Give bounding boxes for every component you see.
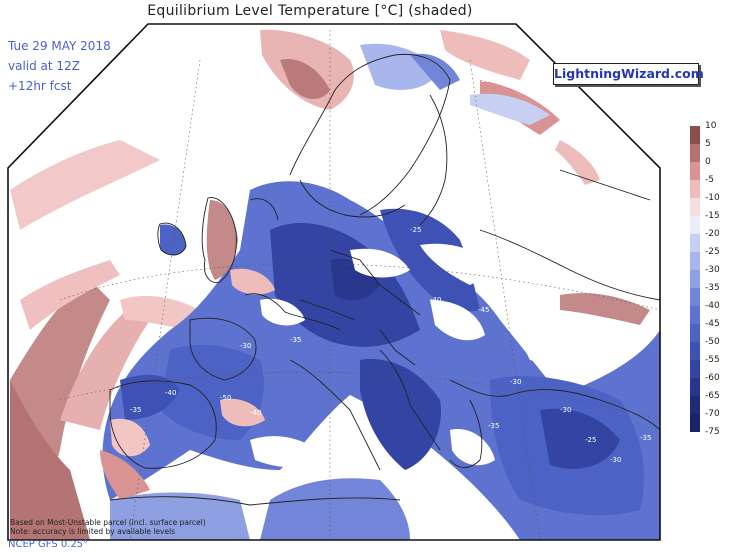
- contour-label: -45: [478, 306, 489, 314]
- scandinavia-cold-area: [360, 43, 550, 125]
- contour-label: -25: [585, 436, 596, 444]
- contour-label: -35: [130, 406, 141, 414]
- colorbar-label: -25: [705, 247, 720, 257]
- colorbar-swatch: [690, 216, 700, 235]
- contour-label: -40: [555, 374, 566, 382]
- british-isles-area: [160, 200, 275, 295]
- colorbar-label: -40: [705, 301, 720, 311]
- colorbar-swatch: [690, 270, 700, 289]
- colorbar-swatch: [690, 162, 700, 181]
- contour-label: -35: [290, 336, 301, 344]
- graticule: [59, 30, 660, 540]
- model-name: NCEP GFS 0.25°: [8, 539, 89, 550]
- contour-label: -40: [430, 296, 441, 304]
- contour-label: -30: [240, 342, 251, 350]
- colorbar-label: -5: [705, 175, 714, 185]
- colorbar-label: 0: [705, 157, 711, 167]
- colorbar-label: 5: [705, 139, 711, 149]
- arctic-warm-area: [260, 29, 600, 185]
- atlantic-warm-area: [10, 140, 200, 540]
- contour-label: -30: [305, 456, 316, 464]
- map-frame: [7, 23, 661, 541]
- colorbar-swatch: [690, 342, 700, 361]
- colorbar-swatch: [690, 180, 700, 199]
- colorbar-swatch: [690, 396, 700, 415]
- colorbar-label: -70: [705, 409, 720, 419]
- contour-label: -25: [410, 226, 421, 234]
- contour-label: -40: [165, 389, 176, 397]
- colorbar-label: -20: [705, 229, 720, 239]
- colorbar-label: -45: [705, 319, 720, 329]
- colorbar-label: -30: [705, 265, 720, 275]
- colorbar-label: -35: [705, 283, 720, 293]
- colorbar-swatch: [690, 234, 700, 253]
- contour-label: -30: [560, 406, 571, 414]
- contour-label: -10: [478, 76, 489, 84]
- colorbar-swatch: [690, 288, 700, 307]
- colorbar-label: -15: [705, 211, 720, 221]
- colorbar-label: 10: [705, 121, 717, 131]
- colorbar-swatch: [690, 360, 700, 379]
- colorbar-label: -10: [705, 193, 720, 203]
- valid-time: valid at 12Z: [8, 59, 80, 73]
- colorbar: [690, 126, 700, 432]
- colorbar-swatch: [690, 198, 700, 217]
- run-date: Tue 29 MAY 2018: [8, 39, 111, 53]
- colorbar-swatch: [690, 126, 700, 145]
- contour-label: -40: [250, 409, 261, 417]
- colorbar-label: -75: [705, 427, 720, 437]
- chart-title: Equilibrium Level Temperature [°C] (shad…: [147, 3, 473, 19]
- forecast-hour: +12hr fcst: [8, 79, 72, 93]
- footnote-line-2: Note: accuracy is limited by available l…: [10, 527, 176, 536]
- colorbar-label: -60: [705, 373, 720, 383]
- contour-label: -30: [610, 456, 621, 464]
- colorbar-swatch: [690, 252, 700, 271]
- colorbar-label: -50: [705, 337, 720, 347]
- colorbar-swatch: [690, 324, 700, 343]
- iberia-warm-area: [100, 293, 650, 500]
- contour-labels: -10 -25 -40 -45 -30 -35 -40 -50 -35 -30 -40 -30 -25 -…: [130, 76, 651, 464]
- run-info: Tue 29 MAY 2018 valid at 12Z +12hr fcst: [8, 36, 111, 96]
- colorbar-label: -55: [705, 355, 720, 365]
- brand-logo[interactable]: LightningWizard.com: [553, 63, 704, 85]
- colorbar-label: -65: [705, 391, 720, 401]
- colorbar-swatch: [690, 378, 700, 397]
- contour-label: -30: [510, 378, 521, 386]
- colorbar-swatch: [690, 306, 700, 325]
- footnote: Based on Most-Unstable parcel (incl. sur…: [10, 518, 206, 536]
- coastlines: [109, 53, 660, 506]
- contour-label: -35: [488, 422, 499, 430]
- colorbar-swatch: [690, 144, 700, 163]
- footnote-line-1: Based on Most-Unstable parcel (incl. sur…: [10, 518, 206, 527]
- contour-label: -50: [220, 394, 231, 402]
- colorbar-swatch: [690, 414, 700, 432]
- contour-label: -35: [640, 434, 651, 442]
- no-data-areas: [250, 243, 640, 468]
